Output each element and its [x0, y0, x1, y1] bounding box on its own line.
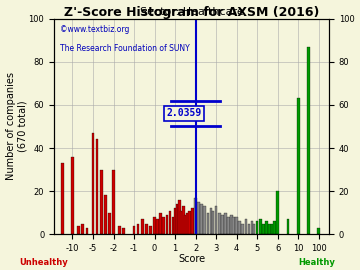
Bar — [235, 217, 238, 234]
Bar — [188, 211, 191, 234]
Bar — [244, 219, 247, 234]
Bar — [122, 228, 125, 234]
Bar — [172, 217, 174, 234]
Bar — [178, 200, 180, 234]
Bar — [297, 98, 300, 234]
Bar — [287, 219, 289, 234]
Bar — [238, 221, 241, 234]
Bar — [194, 198, 197, 234]
Bar — [197, 202, 200, 234]
Bar — [273, 221, 276, 234]
Text: 2.0359: 2.0359 — [167, 109, 202, 119]
X-axis label: Score: Score — [178, 254, 205, 264]
Bar — [253, 224, 255, 234]
Bar — [71, 157, 74, 234]
Y-axis label: Number of companies
(670 total): Number of companies (670 total) — [5, 72, 27, 180]
Bar — [276, 191, 279, 234]
Bar — [141, 219, 144, 234]
Bar — [156, 219, 159, 234]
Bar — [191, 208, 194, 234]
Text: The Research Foundation of SUNY: The Research Foundation of SUNY — [59, 45, 189, 53]
Bar — [137, 224, 139, 234]
Bar — [176, 204, 179, 234]
Bar — [96, 139, 98, 234]
Bar — [166, 215, 168, 234]
Text: Healthy: Healthy — [298, 258, 335, 267]
Bar — [168, 211, 171, 234]
Bar — [133, 226, 135, 234]
Bar — [232, 217, 235, 234]
Bar — [153, 217, 156, 234]
Bar — [248, 224, 250, 234]
Bar — [81, 224, 84, 234]
Bar — [218, 213, 221, 234]
Bar — [92, 133, 94, 234]
Bar — [100, 170, 103, 234]
Bar — [108, 213, 111, 234]
Bar — [242, 224, 244, 234]
Bar — [162, 217, 165, 234]
Bar — [174, 208, 176, 234]
Text: ©www.textbiz.org: ©www.textbiz.org — [59, 25, 129, 34]
Bar — [215, 206, 217, 234]
Bar — [159, 213, 162, 234]
Text: Sector: Healthcare: Sector: Healthcare — [140, 8, 243, 18]
Title: Z'-Score Histogram for AXSM (2016): Z'-Score Histogram for AXSM (2016) — [64, 6, 319, 19]
Bar — [271, 224, 274, 234]
Bar — [221, 215, 224, 234]
Bar — [268, 224, 271, 234]
Bar — [210, 208, 212, 234]
Bar — [265, 221, 268, 234]
Bar — [86, 228, 88, 234]
Bar — [212, 211, 214, 234]
Bar — [145, 224, 148, 234]
Bar — [307, 47, 310, 234]
Bar — [256, 221, 258, 234]
Bar — [262, 224, 265, 234]
Bar — [203, 206, 206, 234]
Bar — [224, 213, 227, 234]
Bar — [180, 211, 183, 234]
Bar — [184, 215, 187, 234]
Bar — [77, 226, 80, 234]
Bar — [182, 206, 185, 234]
Bar — [251, 221, 253, 234]
Bar — [207, 213, 209, 234]
Bar — [201, 204, 203, 234]
Bar — [61, 163, 64, 234]
Bar — [149, 226, 152, 234]
Bar — [227, 217, 230, 234]
Bar — [104, 195, 107, 234]
Text: Unhealthy: Unhealthy — [19, 258, 68, 267]
Bar — [259, 219, 262, 234]
Bar — [186, 213, 189, 234]
Bar — [318, 228, 320, 234]
Bar — [118, 226, 121, 234]
Bar — [230, 215, 233, 234]
Bar — [112, 170, 115, 234]
